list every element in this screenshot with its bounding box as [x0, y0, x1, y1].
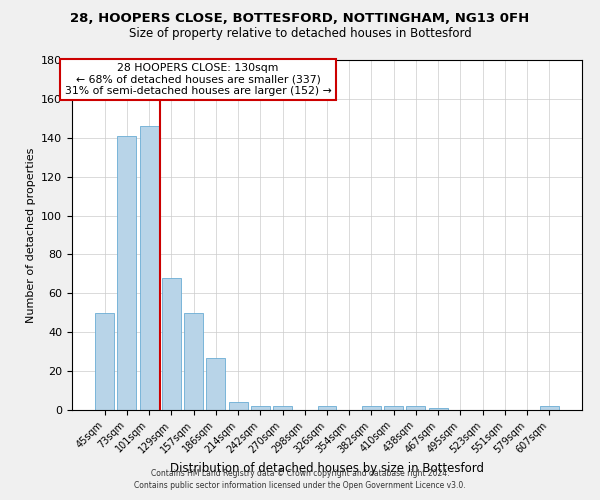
- Bar: [362, 406, 381, 410]
- Y-axis label: Number of detached properties: Number of detached properties: [26, 148, 35, 322]
- Bar: [406, 406, 425, 410]
- Bar: [206, 358, 225, 410]
- Bar: [95, 313, 114, 410]
- Bar: [384, 406, 403, 410]
- Bar: [251, 406, 270, 410]
- Bar: [140, 126, 158, 410]
- Text: 28, HOOPERS CLOSE, BOTTESFORD, NOTTINGHAM, NG13 0FH: 28, HOOPERS CLOSE, BOTTESFORD, NOTTINGHA…: [70, 12, 530, 26]
- Bar: [540, 406, 559, 410]
- X-axis label: Distribution of detached houses by size in Bottesford: Distribution of detached houses by size …: [170, 462, 484, 474]
- Bar: [317, 406, 337, 410]
- Bar: [118, 136, 136, 410]
- Bar: [273, 406, 292, 410]
- Bar: [162, 278, 181, 410]
- Text: 28 HOOPERS CLOSE: 130sqm
← 68% of detached houses are smaller (337)
31% of semi-: 28 HOOPERS CLOSE: 130sqm ← 68% of detach…: [65, 63, 331, 96]
- Text: Size of property relative to detached houses in Bottesford: Size of property relative to detached ho…: [128, 28, 472, 40]
- Text: Contains HM Land Registry data © Crown copyright and database right 2024.
Contai: Contains HM Land Registry data © Crown c…: [134, 469, 466, 490]
- Bar: [429, 408, 448, 410]
- Bar: [229, 402, 248, 410]
- Bar: [184, 313, 203, 410]
